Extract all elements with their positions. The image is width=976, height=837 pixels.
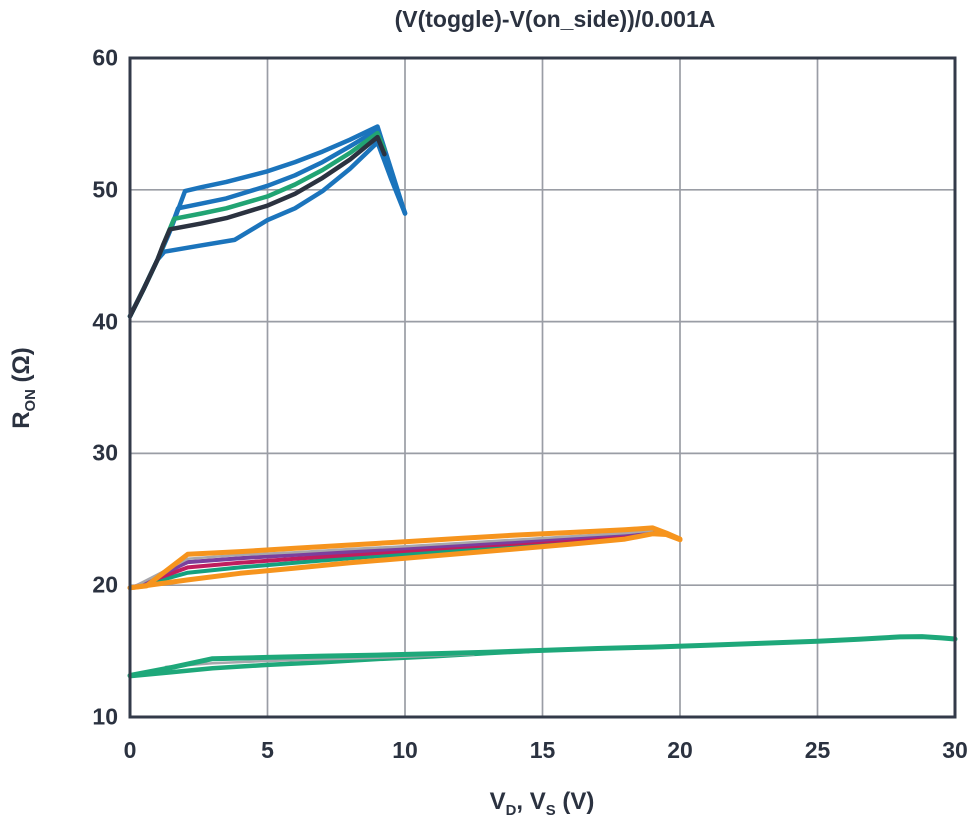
x-tick-label: 15 [529,737,556,763]
x-tick-label: 30 [942,737,968,763]
series-top-black [127,134,387,319]
x-tick-label: 20 [667,737,693,763]
y-tick-label: 60 [92,44,118,71]
series-bottom-green-upper [127,634,958,678]
chart-title: (V(toggle)-V(on_side))/0.001A [394,6,716,32]
x-axis-label-sub-s: S [545,802,556,819]
y-tick-label: 40 [92,308,118,335]
y-tick-label: 50 [92,176,118,203]
x-tick-label: 25 [804,737,831,763]
x-axis-label-sub-d: D [505,802,517,819]
x-axis-label-v1: V [489,788,506,815]
x-axis-label: VD, VS (V) [392,788,692,819]
series-mid-orange-upper [127,525,683,591]
y-tick-label: 20 [92,571,118,598]
x-axis-label-unit: (V) [555,788,595,815]
plot-frame [128,56,957,719]
y-tick-label: 30 [92,439,118,466]
x-axis-label-v2: , V [516,788,546,815]
x-tick-label: 5 [261,737,274,763]
series-mid-orange-lower [127,531,683,591]
series-mid-gray [134,529,654,588]
x-tick-label: 10 [392,737,418,763]
y-tick-label: 10 [92,703,118,730]
x-tick-label: 0 [123,737,137,763]
